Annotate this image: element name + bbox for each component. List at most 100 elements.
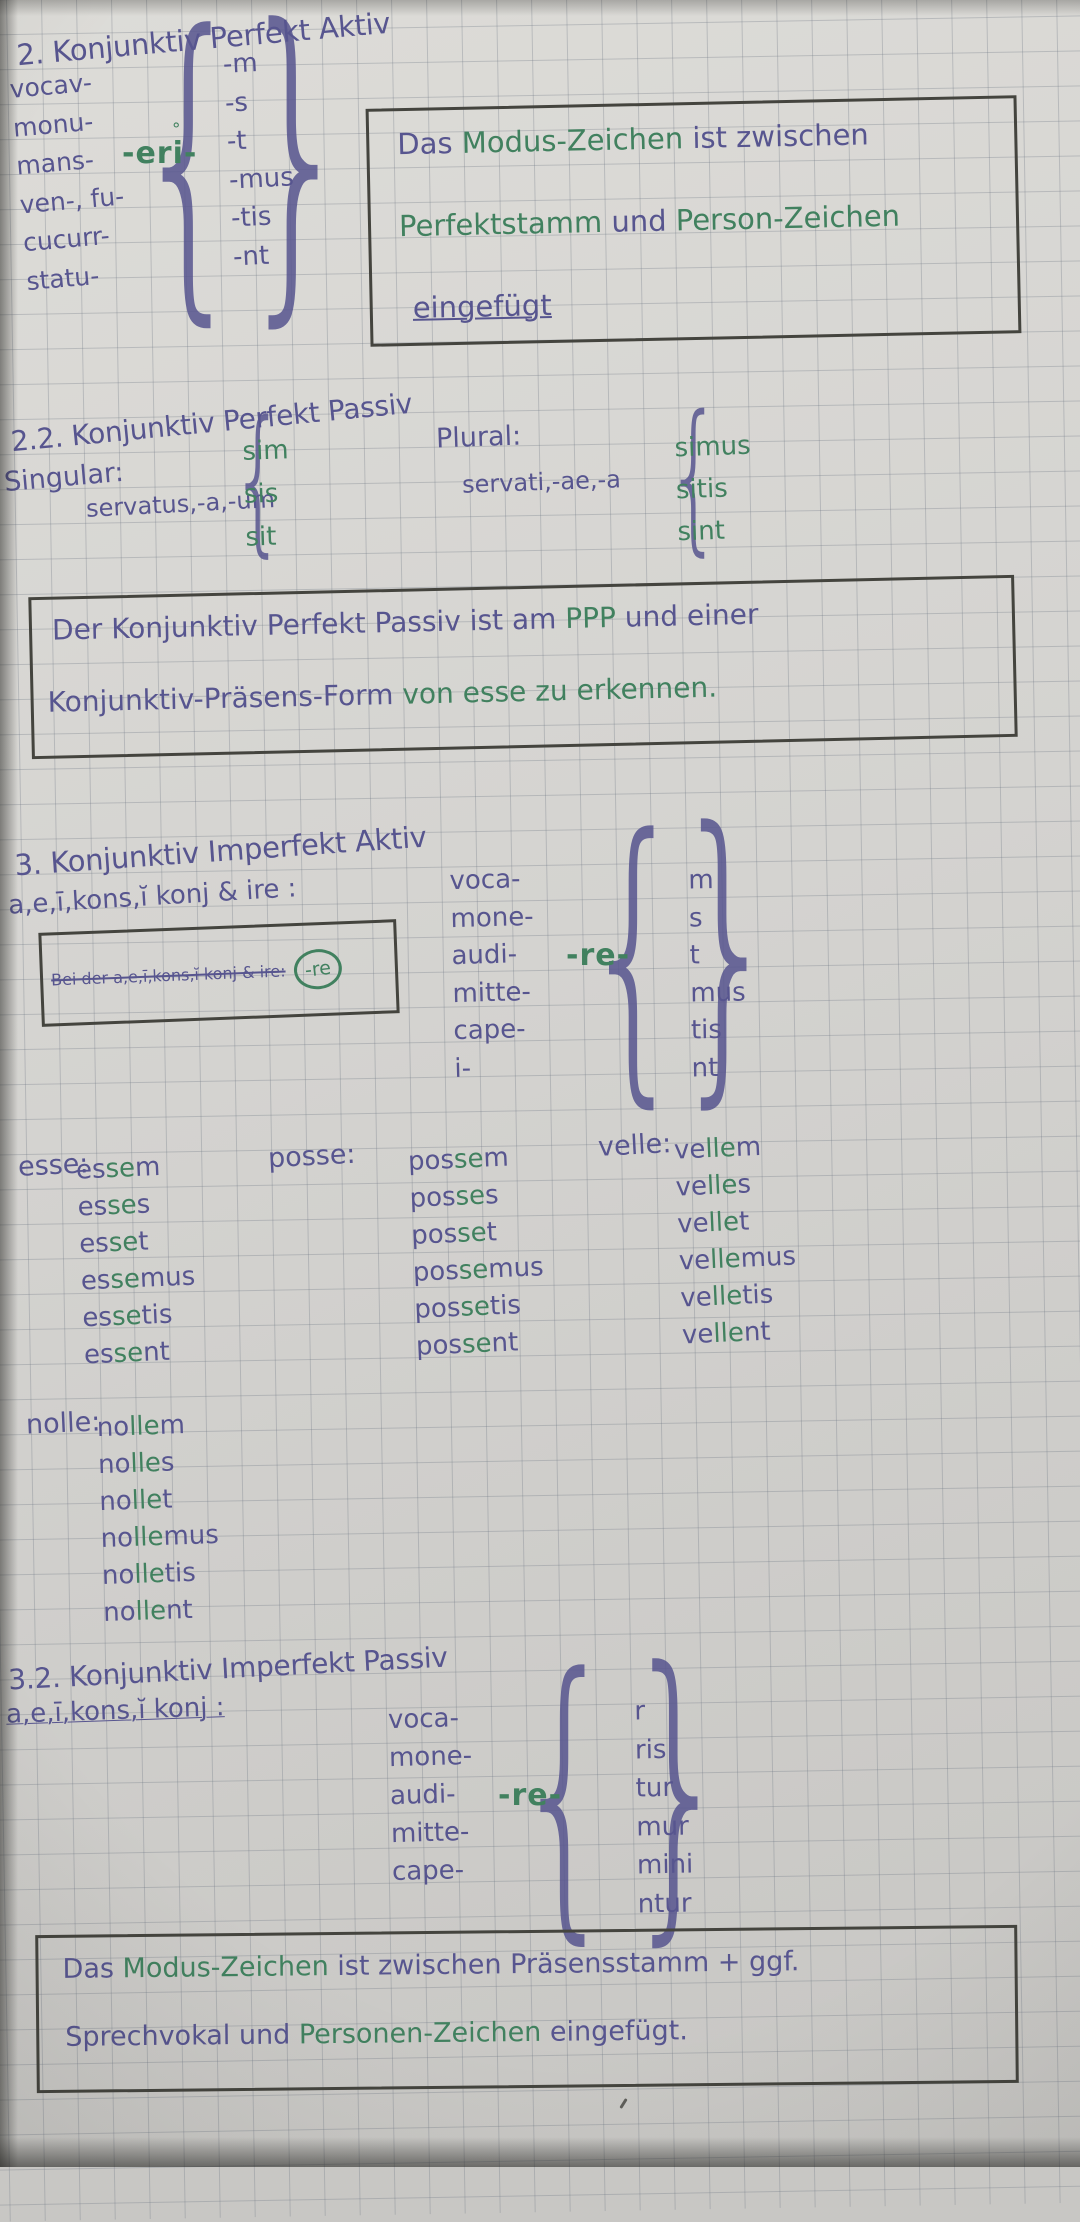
verb-stem: cape- bbox=[453, 1014, 526, 1047]
note-line: Sprechvokal und Personen-Zeichen eingefü… bbox=[65, 2015, 688, 2053]
text-segment: lle bbox=[129, 1447, 162, 1479]
person-ending: nt bbox=[691, 1052, 719, 1083]
text-segment: und bbox=[601, 203, 677, 239]
note-box-perfekt-aktiv: Das Modus-Zeichen ist zwischen Perfektst… bbox=[365, 95, 1022, 347]
text-segment: lle bbox=[128, 1410, 161, 1442]
verb-stem: audi- bbox=[389, 1779, 456, 1812]
person-ending: mus bbox=[690, 977, 746, 1008]
text-segment: s bbox=[484, 1180, 500, 1211]
person-ending: -t bbox=[226, 125, 248, 157]
text-segment: pos bbox=[407, 1144, 455, 1177]
text-segment: t bbox=[486, 1217, 498, 1248]
posse-form: possent bbox=[415, 1323, 547, 1366]
text-segment: pos bbox=[408, 1181, 457, 1214]
text-segment: s bbox=[160, 1447, 175, 1478]
velle-form: vellem bbox=[673, 1128, 792, 1170]
esse-form: essent bbox=[83, 1332, 199, 1374]
esse-form: sim bbox=[241, 435, 290, 467]
text-segment: Das bbox=[396, 125, 463, 162]
text-segment: mus bbox=[487, 1252, 545, 1285]
velle-form: velletis bbox=[680, 1275, 799, 1317]
nolle-form: nolles bbox=[97, 1443, 216, 1484]
esse-form: essemus bbox=[80, 1259, 196, 1301]
text-segment: ve bbox=[678, 1245, 711, 1277]
text-segment: es bbox=[80, 1265, 112, 1297]
text-segment: se bbox=[453, 1143, 485, 1175]
esse-form: essem bbox=[75, 1148, 191, 1190]
posse-label: posse: bbox=[267, 1138, 357, 1175]
person-ending: -nt bbox=[232, 240, 270, 273]
text-segment: lle bbox=[135, 1595, 167, 1627]
text-segment: mus bbox=[162, 1519, 220, 1552]
person-ending: m bbox=[688, 865, 714, 896]
esse-form: essetis bbox=[82, 1295, 198, 1337]
text-segment: m bbox=[159, 1410, 186, 1441]
text-segment: m bbox=[134, 1151, 161, 1183]
text-segment: ve bbox=[681, 1319, 715, 1351]
brace-open-icon: { bbox=[230, 388, 287, 572]
text-segment: Konjunktiv-Präsens-Form bbox=[47, 677, 403, 719]
verb-stem: mitte- bbox=[452, 976, 532, 1009]
verb-stem: cape- bbox=[391, 1855, 465, 1888]
text-segment: eingefügt. bbox=[541, 2015, 688, 2048]
text-segment: lle bbox=[711, 1280, 743, 1313]
note-line: Perfektstamm und Person-Zeichen bbox=[399, 199, 901, 243]
esse-form: sit bbox=[244, 521, 277, 553]
posse-form: possetis bbox=[414, 1286, 546, 1329]
verb-stem: mone- bbox=[450, 901, 534, 934]
text-segment: se bbox=[461, 1328, 493, 1360]
text-segment: Modus-Zeichen bbox=[461, 121, 684, 160]
text-segment: lle bbox=[707, 1206, 740, 1239]
text-segment: lle bbox=[131, 1484, 163, 1516]
text-segment: s bbox=[736, 1169, 752, 1200]
verb-stem: mitte- bbox=[390, 1817, 470, 1850]
text-segment: se bbox=[111, 1300, 143, 1333]
esse-form: esses bbox=[77, 1185, 193, 1227]
text-segment: lle bbox=[706, 1169, 739, 1202]
velle-form: velles bbox=[675, 1165, 794, 1207]
note-line: Der Konjunktiv Perfekt Passiv ist am PPP… bbox=[52, 598, 759, 647]
text-segment: se bbox=[109, 1263, 141, 1296]
text-segment: ve bbox=[674, 1171, 708, 1203]
text-segment: ve bbox=[679, 1282, 713, 1314]
note-line: Das Modus-Zeichen ist zwischen Präsensst… bbox=[62, 1946, 799, 1985]
sec2-stem-list: vocav-monu-mans-ven-, fu-cucurr-statu- bbox=[8, 62, 132, 302]
posse-form: possemus bbox=[412, 1249, 544, 1292]
text-segment: und einer bbox=[615, 597, 759, 634]
nolle-form: nollem bbox=[96, 1406, 215, 1447]
velle-form: vellet bbox=[676, 1201, 795, 1243]
text-segment: m bbox=[735, 1131, 762, 1163]
person-ending: mur bbox=[636, 1811, 690, 1842]
velle-forms: vellem velles vellet vellemus velletis vellen… bbox=[673, 1128, 800, 1355]
nolle-forms: nollem nolles nollet nollemus nolletis nollen… bbox=[96, 1406, 222, 1632]
person-ending: -m bbox=[222, 48, 259, 80]
text-segment: lle bbox=[132, 1521, 164, 1553]
text-segment: PPP bbox=[564, 600, 617, 636]
text-segment: tis bbox=[164, 1557, 197, 1589]
text-segment: ist zwischen bbox=[682, 117, 870, 156]
text-segment: von esse zu erkennen. bbox=[401, 670, 718, 711]
text-segment: eingefügt bbox=[412, 287, 552, 325]
esse-form: esset bbox=[78, 1222, 194, 1264]
text-segment: no bbox=[100, 1522, 134, 1555]
sec32-ending-list: r ris tur mur mini ntur bbox=[634, 1692, 694, 1924]
text-segment: nt bbox=[142, 1336, 171, 1368]
text-segment: no bbox=[101, 1559, 135, 1592]
note-line: Konjunktiv-Präsens-Form von esse zu erke… bbox=[47, 671, 717, 719]
modus-sign-eri: -eri- bbox=[122, 136, 198, 171]
posse-forms: possem posses posset possemus possetis possen… bbox=[407, 1138, 547, 1365]
text-segment: tis bbox=[741, 1279, 774, 1311]
verb-stem: i- bbox=[454, 1053, 472, 1084]
text-segment: es bbox=[83, 1339, 115, 1371]
text-segment: mus bbox=[739, 1241, 797, 1274]
circled-re-mark: -re bbox=[291, 946, 344, 992]
esse-form: simus bbox=[674, 430, 752, 464]
text-segment: ve bbox=[676, 1208, 710, 1240]
note-line: eingefügt bbox=[412, 288, 552, 325]
sec32-stem-list: voca-mone-audi-mitte-cape- bbox=[388, 1699, 476, 1891]
text-segment: t bbox=[137, 1226, 150, 1257]
text-segment: se bbox=[112, 1337, 144, 1370]
brace-open-icon: { bbox=[580, 773, 689, 1133]
note-box-perfekt-passiv: Der Konjunktiv Perfekt Passiv ist am PPP… bbox=[28, 574, 1018, 760]
